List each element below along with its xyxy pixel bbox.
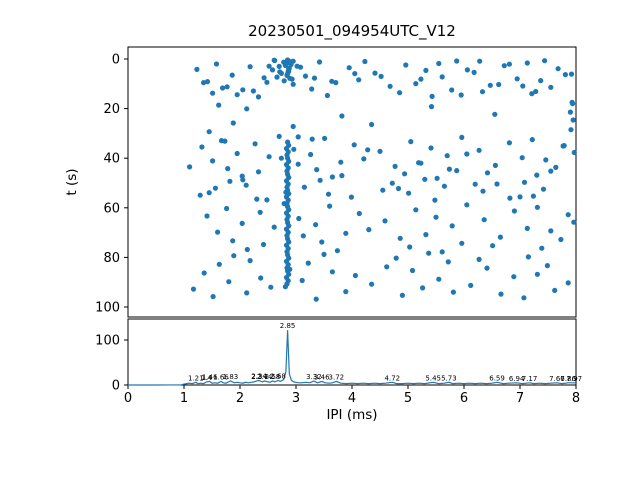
peak-label: 2.85 (280, 322, 296, 330)
peak-label: 2.68 (270, 373, 286, 381)
peak-label: 2.44 (257, 373, 273, 381)
scatter-points (187, 57, 577, 302)
peak-label: 3.72 (329, 373, 345, 381)
scatter-y-tick-label: 0 (112, 53, 120, 68)
peak-label: 5.73 (441, 374, 457, 382)
x-tick-label: 0 (124, 391, 132, 406)
peak-label: 1.21 (188, 374, 204, 382)
peak-label: 1.83 (223, 373, 239, 381)
x-axis-label: IPI (ms) (326, 407, 378, 423)
scatter-y-tick-label: 40 (103, 152, 120, 167)
peak-label: 3.46 (314, 373, 330, 381)
peak-label: 6.94 (509, 375, 525, 383)
peak-label: 6.59 (489, 374, 505, 382)
chart-title: 20230501_094954UTC_V12 (248, 22, 456, 40)
peak-label: 7.17 (522, 375, 538, 383)
x-tick-label: 3 (292, 391, 300, 406)
peak-label: 1.4 (201, 374, 213, 382)
scatter-y-tick-label: 60 (103, 201, 120, 216)
x-tick-label: 2 (236, 391, 244, 406)
x-tick-label: 6 (460, 391, 468, 406)
scatter-y-tick-label: 100 (95, 301, 120, 316)
peak-label: 7.66 (549, 375, 565, 383)
scatter-y-tick-label: 80 (103, 251, 120, 266)
histogram-y-tick-label: 0 (112, 379, 120, 394)
scatter-y-ticks: 0 20 40 60 80 100 (95, 53, 128, 316)
x-tick-label: 7 (516, 391, 524, 406)
peak-label: 1.66 (213, 373, 229, 381)
scatter-spines (127, 46, 577, 318)
x-ticks: 0 1 2 3 4 5 6 7 8 (124, 385, 580, 406)
histogram-y-ticks: 0 100 (95, 334, 128, 394)
x-tick-label: 1 (180, 391, 188, 406)
peak-label: 3.32 (306, 373, 322, 381)
x-tick-label: 5 (404, 391, 412, 406)
peak-labels: 1.211.41.461.661.83 2.32.342.442.582.68 2.… (188, 322, 582, 383)
histogram-line (128, 330, 577, 386)
peak-label: 4.72 (385, 374, 401, 382)
x-tick-label: 8 (572, 391, 580, 406)
peak-label: 7.97 (567, 375, 583, 383)
peak-label: 2.3 (251, 373, 262, 381)
peak-label: 2.58 (265, 373, 281, 381)
peak-label: 7.86 (560, 375, 576, 383)
peak-label: 2.34 (251, 373, 267, 381)
x-tick-label: 4 (348, 391, 356, 406)
scatter-y-tick-label: 20 (103, 102, 120, 117)
histogram-y-tick-label: 100 (95, 334, 120, 349)
peak-label: 5.45 (425, 374, 441, 382)
peak-label: 1.46 (202, 373, 218, 381)
